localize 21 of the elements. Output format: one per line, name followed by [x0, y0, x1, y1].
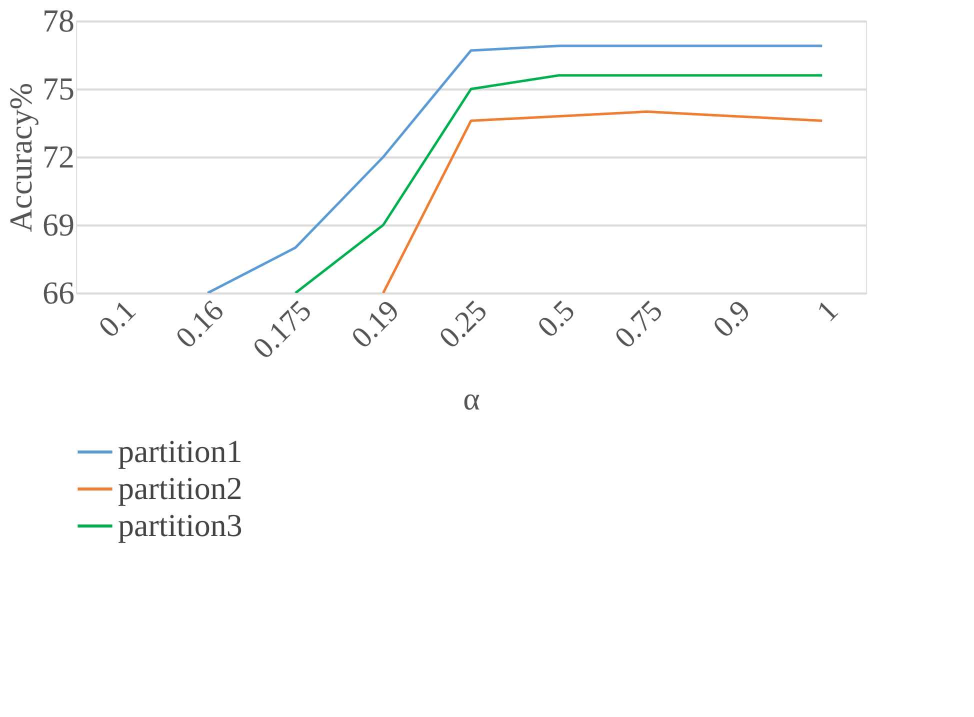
- x-tick-label: 0.19: [345, 294, 406, 355]
- legend-label: partition3: [118, 507, 242, 543]
- y-tick-label: 78: [42, 2, 74, 38]
- x-tick-label: 0.75: [608, 294, 669, 355]
- y-tick-label: 72: [42, 138, 74, 174]
- x-tick-label: 0.5: [531, 294, 582, 344]
- line-series: [206, 44, 824, 293]
- line-series: [294, 74, 824, 293]
- x-tick-label: 0.25: [432, 294, 494, 355]
- x-tick-label: 0.1: [92, 294, 142, 344]
- line-series: [382, 110, 824, 293]
- x-tick-label: 0.9: [706, 294, 757, 344]
- x-tick-label: 0.16: [170, 294, 230, 355]
- y-tick-label: 75: [42, 70, 74, 106]
- legend-label: partition1: [118, 433, 242, 469]
- y-tick-label: 69: [42, 206, 74, 242]
- y-axis-title: Accuracy%: [2, 82, 38, 232]
- y-tick-label: 66: [42, 274, 74, 310]
- legend-label: partition2: [118, 470, 242, 506]
- x-tick-label: 1: [810, 294, 845, 328]
- x-axis-title: α: [463, 380, 480, 416]
